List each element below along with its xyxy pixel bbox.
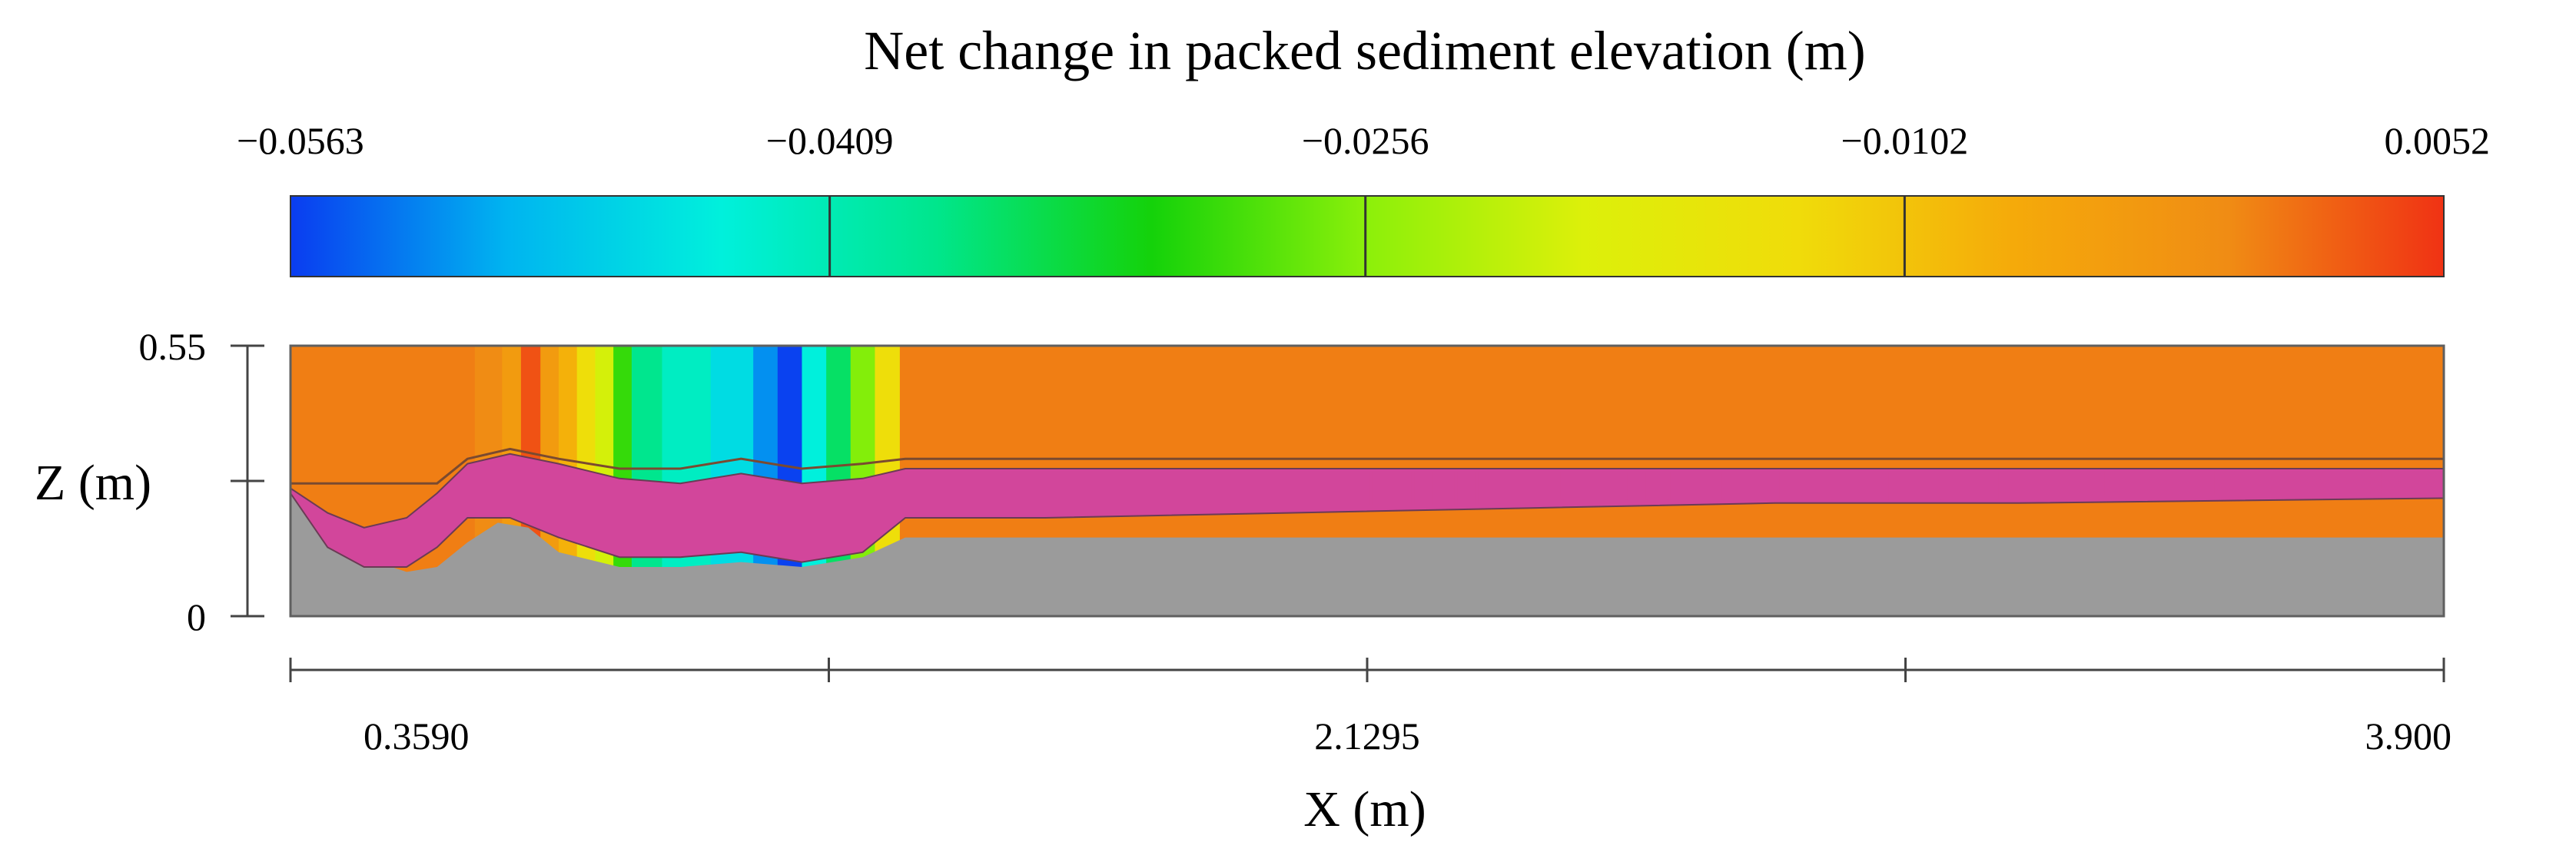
colorbar-tick-label: −0.0409 [766, 119, 894, 162]
y-tick-label: 0.55 [139, 325, 207, 368]
sediment-layer [290, 453, 2444, 568]
colorbar [290, 195, 2445, 277]
water-surface-line [290, 447, 2444, 485]
colorbar-tick-label: −0.0102 [1841, 119, 1969, 162]
x-axis-label: X (m) [1303, 781, 1426, 837]
y-axis-label: Z (m) [35, 455, 151, 511]
x-tick-label: 2.1295 [1314, 714, 1420, 758]
plot-frame [289, 344, 2445, 618]
x-tick-label: 3.900 [2365, 714, 2452, 758]
x-axis: 0.3590 2.1295 3.900 [289, 658, 2452, 758]
sediment-hatching [1347, 472, 2437, 506]
sediment-bed [290, 488, 2444, 616]
colorbar-tick-label: −0.0256 [1302, 119, 1429, 162]
colorbar-tick-label: 0.0052 [2385, 119, 2491, 162]
x-tick-label: 0.3590 [363, 714, 470, 758]
plot-area [290, 346, 2444, 616]
chart-title: Net change in packed sediment elevation … [864, 20, 1866, 81]
colorbar-gradient [290, 195, 2445, 277]
colorbar-tick-label: −0.0563 [237, 119, 364, 162]
y-axis: 0.55 0 [139, 325, 264, 638]
y-tick-label: 0 [187, 595, 206, 638]
colorbar-tick-labels: −0.0563 −0.0409 −0.0256 −0.0102 0.0052 [237, 119, 2490, 162]
